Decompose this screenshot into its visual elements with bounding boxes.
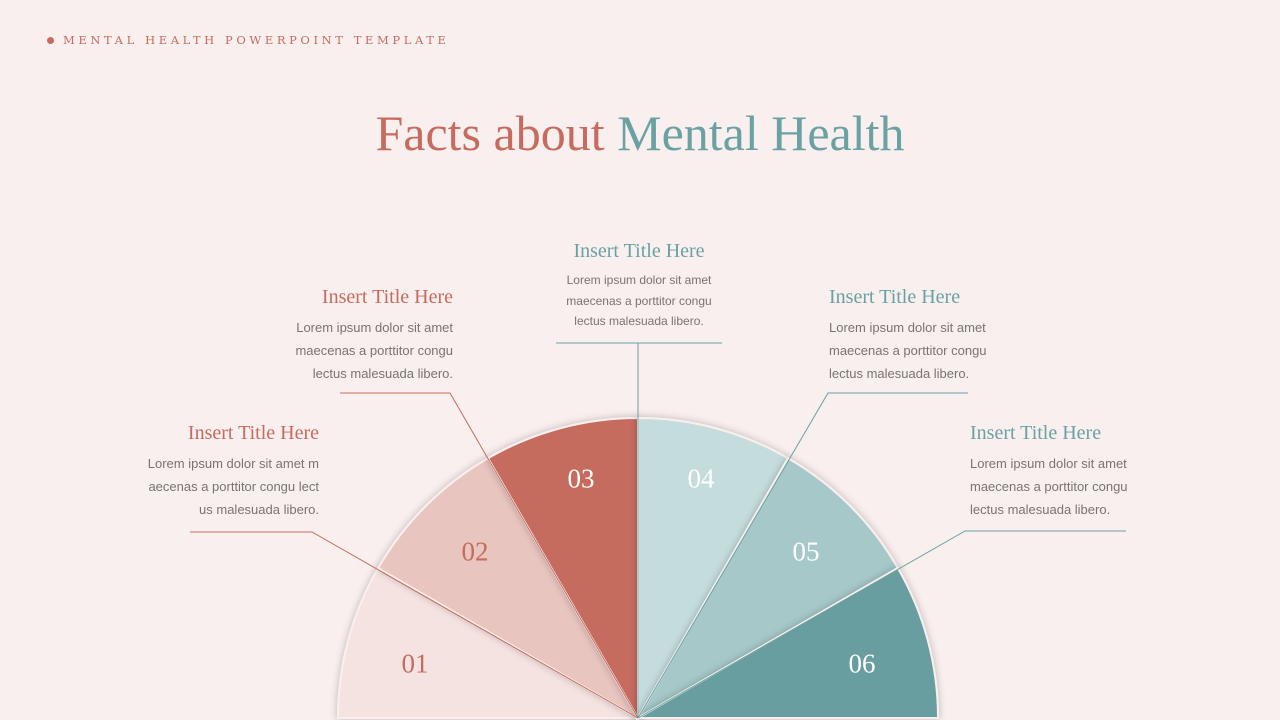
- text-block-02: Insert Title Here Lorem ipsum dolor sit …: [273, 286, 453, 385]
- page-title: Facts about Mental Health: [0, 104, 1280, 162]
- block-body: Lorem ipsum dolor sit amet maecenas a po…: [295, 320, 453, 381]
- fan-sector-01: [336, 566, 642, 719]
- block-title: Insert Title Here: [573, 240, 705, 262]
- text-block-05: Insert Title Here Lorem ipsum dolor sit …: [970, 422, 1150, 521]
- block-title: Insert Title Here: [829, 286, 961, 308]
- segment-number-05: 05: [792, 536, 820, 567]
- title-part-2: Mental Health: [617, 105, 905, 161]
- fan-sector-05: [635, 456, 900, 720]
- text-block-04: Insert Title Here Lorem ipsum dolor sit …: [829, 286, 1009, 385]
- fan-sector-04: [637, 416, 790, 720]
- block-body: Lorem ipsum dolor sit amet maecenas a po…: [970, 456, 1128, 517]
- segment-number-02: 02: [461, 536, 489, 567]
- eyebrow: MENTAL HEALTH POWERPOINT TEMPLATE: [47, 33, 450, 47]
- title-part-1: Facts about: [375, 105, 605, 161]
- block-body: Lorem ipsum dolor sit amet maecenas a po…: [829, 320, 987, 381]
- connector-line-01: [190, 531, 639, 719]
- eyebrow-text: MENTAL HEALTH POWERPOINT TEMPLATE: [63, 33, 450, 47]
- segment-number-06: 06: [848, 648, 876, 679]
- text-block-01: Insert Title Here Lorem ipsum dolor sit …: [139, 422, 319, 521]
- text-block-03: Insert Title Here Lorem ipsum dolor sit …: [549, 240, 729, 332]
- segment-number-03: 03: [567, 463, 595, 494]
- fan-sector-02: [376, 456, 641, 720]
- block-body: Lorem ipsum dolor sit amet m aecenas a p…: [147, 456, 319, 517]
- connector-line-02: [340, 392, 639, 719]
- fan-sector-03: [486, 416, 639, 720]
- block-title: Insert Title Here: [187, 422, 319, 444]
- connector-line-04: [637, 392, 968, 719]
- segment-number-04: 04: [687, 463, 715, 494]
- block-title: Insert Title Here: [970, 422, 1102, 444]
- bullet-dot-icon: [47, 36, 54, 44]
- segment-number-01: 01: [401, 648, 429, 679]
- block-body: Lorem ipsum dolor sit amet maecenas a po…: [566, 273, 712, 328]
- block-title: Insert Title Here: [321, 286, 453, 308]
- fan-sector-06: [634, 566, 940, 719]
- connector-line-05: [637, 530, 1126, 719]
